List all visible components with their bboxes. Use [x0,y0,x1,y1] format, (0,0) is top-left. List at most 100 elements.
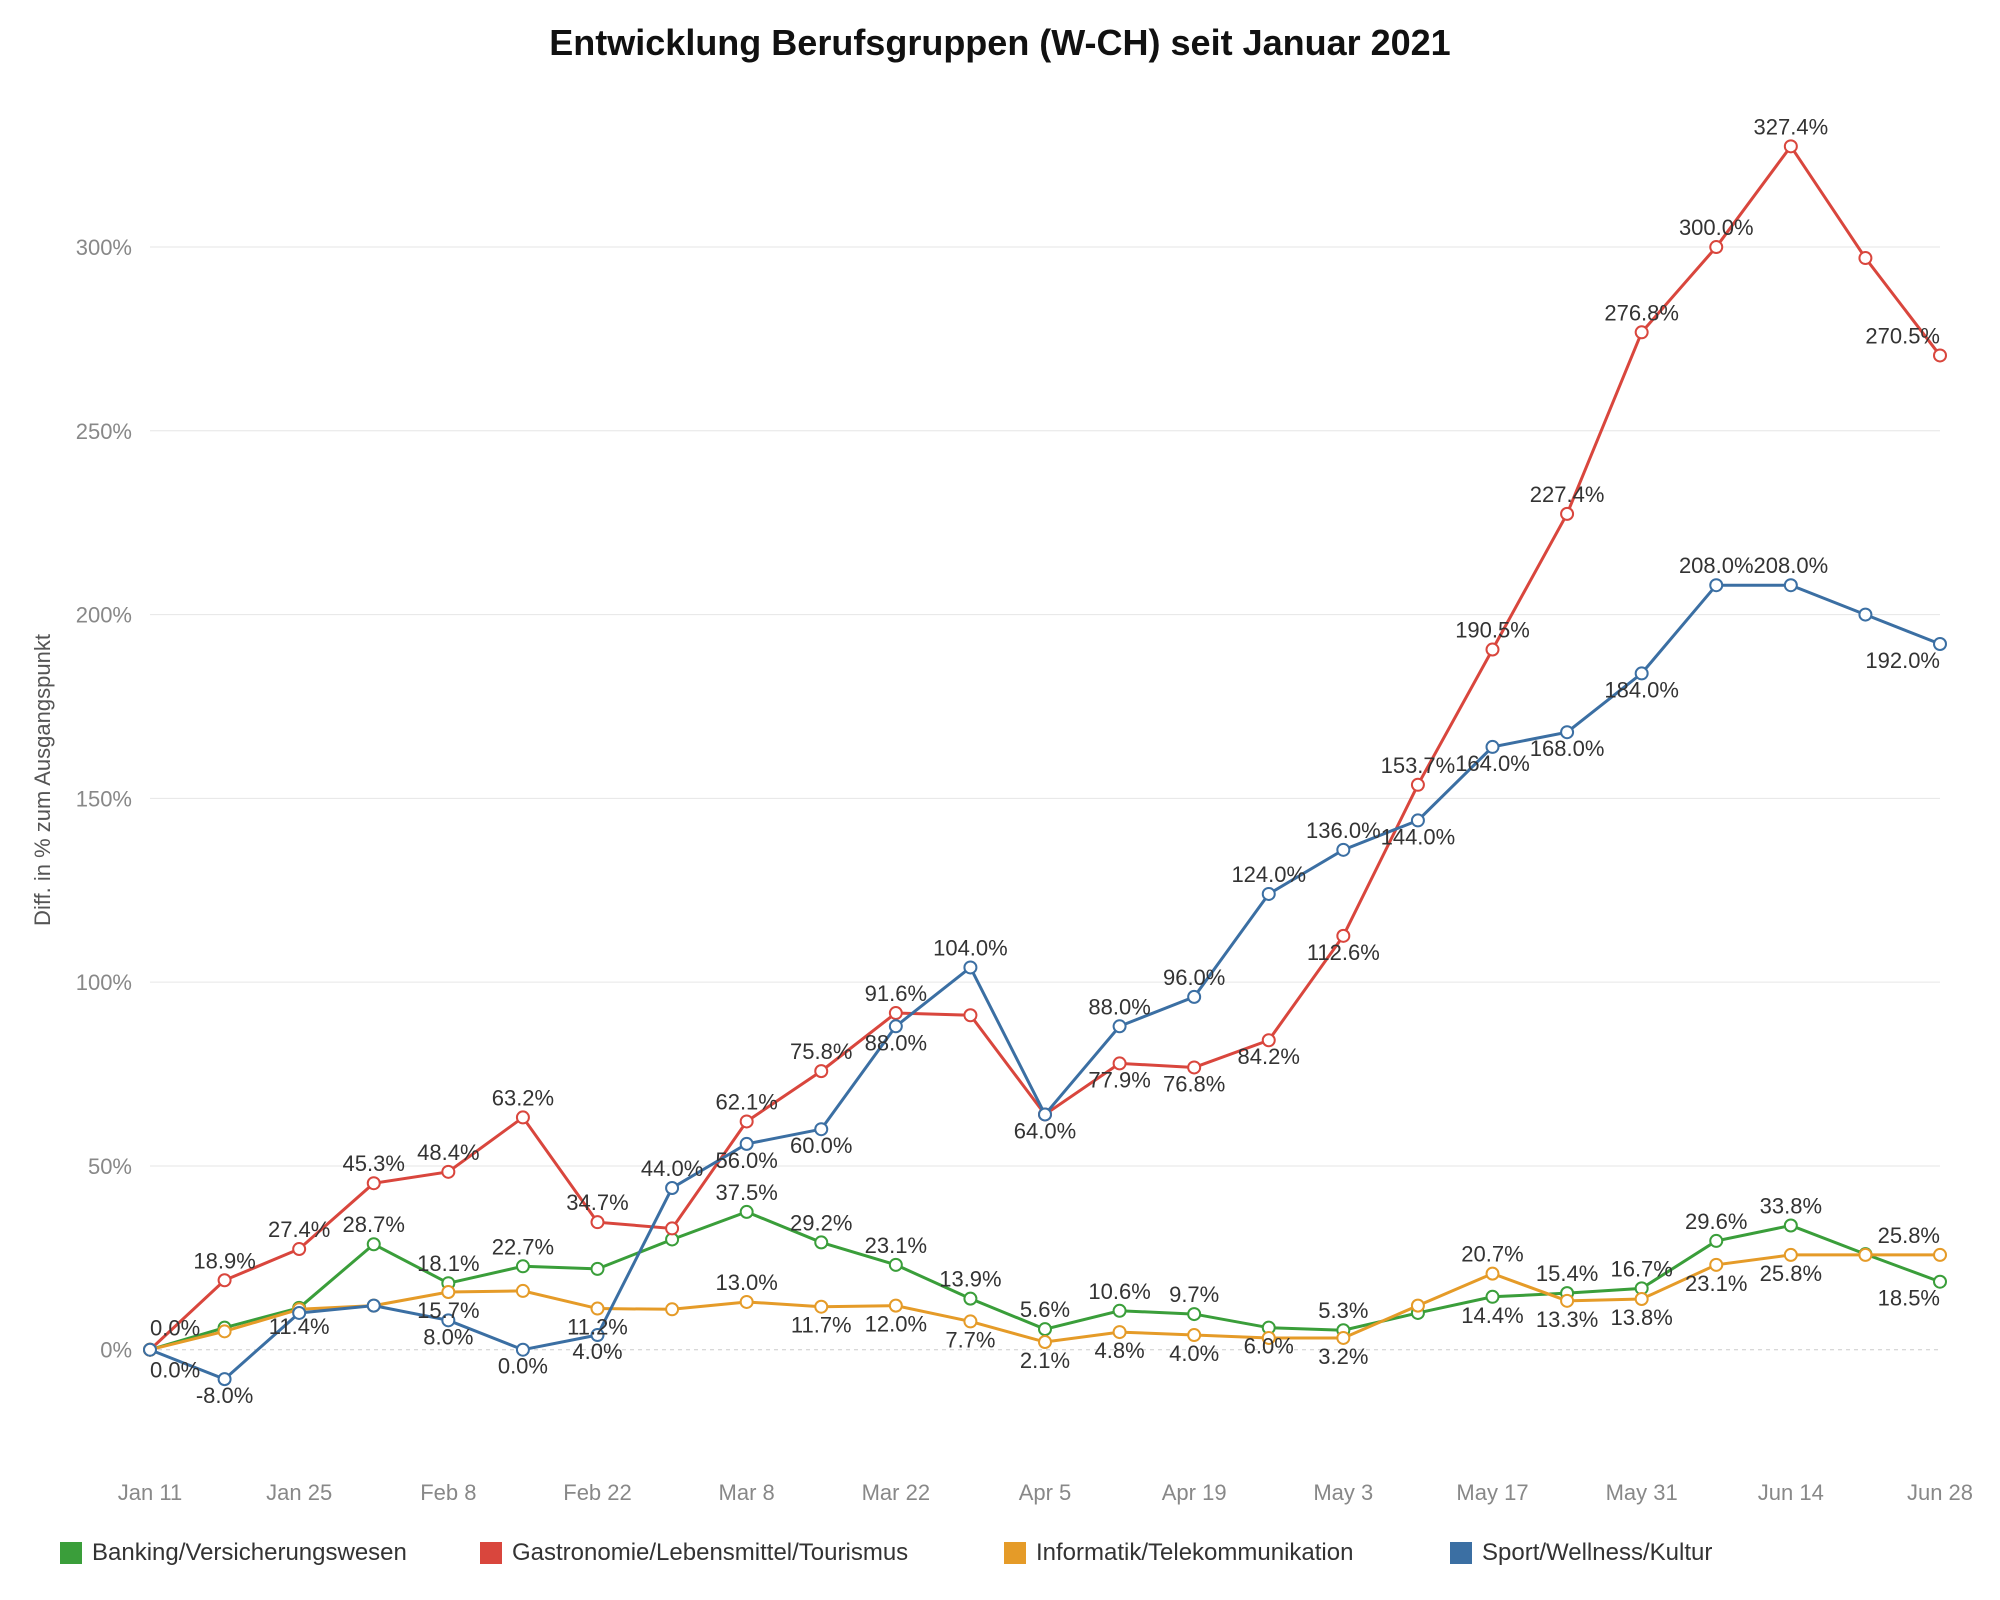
data-label: 164.0% [1455,751,1530,776]
data-label: 227.4% [1530,482,1605,507]
series-marker [1114,1326,1126,1338]
data-label: 96.0% [1163,965,1225,990]
data-label: 28.7% [343,1212,405,1237]
data-label: 76.8% [1163,1071,1225,1096]
series-marker [219,1325,231,1337]
x-tick-label: May 17 [1456,1480,1528,1505]
legend-label: Informatik/Telekommunikation [1036,1539,1353,1566]
data-label: 184.0% [1604,677,1679,702]
series-marker [964,1293,976,1305]
series-marker [592,1263,604,1275]
legend-label: Sport/Wellness/Kultur [1482,1539,1712,1566]
data-label: 5.6% [1020,1297,1070,1322]
data-label: 33.8% [1760,1193,1822,1218]
series-marker [964,961,976,973]
series-marker [1412,1300,1424,1312]
series-marker [1188,1329,1200,1341]
legend-swatch [60,1542,82,1564]
data-label: 192.0% [1865,648,1940,673]
data-label: 23.1% [1685,1271,1747,1296]
data-label: 12.0% [865,1312,927,1337]
series-marker [890,1300,902,1312]
series-marker [442,1166,454,1178]
series-marker [1114,1020,1126,1032]
series-marker [1561,1295,1573,1307]
data-label: 112.6% [1307,940,1380,965]
x-tick-label: Feb 22 [563,1480,632,1505]
data-label: 144.0% [1381,824,1456,849]
data-label: 0.0% [150,1358,200,1383]
data-label: 77.9% [1088,1067,1150,1092]
data-label: 88.0% [1088,994,1150,1019]
series-marker [1039,1336,1051,1348]
data-label: 11.4% [269,1314,330,1339]
series-marker [741,1206,753,1218]
series-marker [144,1344,156,1356]
series-marker [1188,1308,1200,1320]
chart-container: Entwicklung Berufsgruppen (W-CH) seit Ja… [0,0,2000,1600]
y-tick-label: 300% [76,235,132,260]
data-label: 5.3% [1318,1298,1368,1323]
data-label: 13.3% [1536,1307,1598,1332]
data-label: 13.9% [939,1267,1001,1292]
data-label: 22.7% [492,1234,554,1259]
x-tick-label: Jan 11 [118,1480,182,1505]
series-marker [1934,349,1946,361]
x-tick-label: Mar 22 [862,1480,930,1505]
y-tick-label: 50% [88,1154,132,1179]
series-marker [1487,644,1499,656]
series-marker [517,1285,529,1297]
data-label: 4.8% [1095,1338,1145,1363]
data-label: 25.8% [1878,1223,1940,1248]
series-marker [1412,779,1424,791]
series-marker [741,1115,753,1127]
data-label: 84.2% [1238,1044,1300,1069]
data-label: 208.0% [1754,553,1829,578]
series-marker [815,1236,827,1248]
series-marker [1561,508,1573,520]
data-label: 60.0% [790,1133,852,1158]
data-label: 270.5% [1865,323,1940,348]
series-marker [368,1238,380,1250]
data-label: 104.0% [933,935,1008,960]
data-label: 18.5% [1878,1286,1940,1311]
series-marker [1710,241,1722,253]
data-label: 7.7% [945,1327,995,1352]
data-label: 13.0% [715,1270,777,1295]
series-marker [1785,140,1797,152]
data-label: 124.0% [1231,862,1306,887]
series-marker [666,1222,678,1234]
series-marker [1188,991,1200,1003]
y-axis-label: Diff. in % zum Ausgangspunkt [30,634,55,926]
series-marker [815,1301,827,1313]
data-label: 4.0% [572,1339,622,1364]
series-marker [442,1286,454,1298]
data-label: 29.2% [790,1210,852,1235]
series-marker [1859,1249,1871,1261]
series-marker [1859,609,1871,621]
data-label: 45.3% [343,1151,405,1176]
data-label: 18.9% [193,1248,255,1273]
y-tick-label: 200% [76,603,132,628]
data-label: 13.8% [1610,1305,1672,1330]
series-marker [1710,579,1722,591]
data-label: 8.0% [423,1324,473,1349]
series-marker [666,1182,678,1194]
data-label: 20.7% [1461,1242,1523,1267]
x-tick-label: Feb 8 [420,1480,476,1505]
y-tick-label: 100% [76,970,132,995]
series-marker [517,1111,529,1123]
series-marker [964,1009,976,1021]
x-tick-label: Apr 5 [1019,1480,1072,1505]
data-label: 29.6% [1685,1209,1747,1234]
x-tick-label: May 31 [1606,1480,1678,1505]
legend-swatch [1004,1542,1026,1564]
series-marker [293,1243,305,1255]
series-marker [1337,1332,1349,1344]
chart-svg: Entwicklung Berufsgruppen (W-CH) seit Ja… [0,0,2000,1600]
data-label: 4.0% [1169,1341,1219,1366]
series-marker [1039,1323,1051,1335]
series-marker [219,1274,231,1286]
series-marker [1859,252,1871,264]
legend-label: Gastronomie/Lebensmittel/Tourismus [512,1539,908,1566]
